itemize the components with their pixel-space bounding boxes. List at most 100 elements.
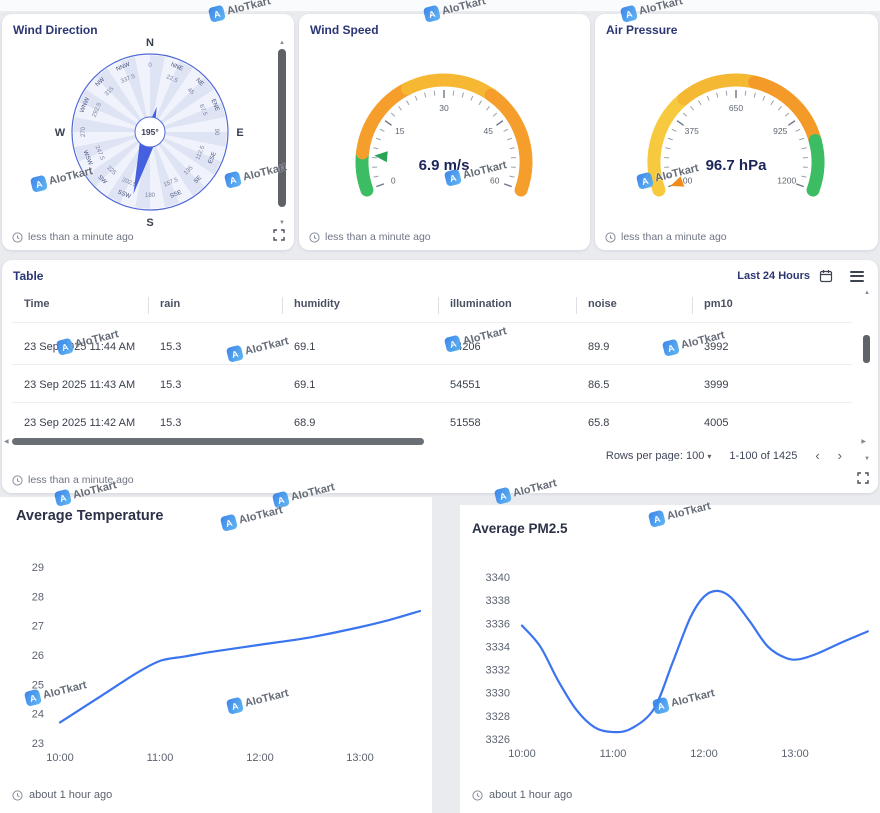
- compass-sector: [150, 132, 215, 187]
- scrollbar-thumb[interactable]: [12, 438, 424, 445]
- compass-degree-label: 202.5: [121, 177, 138, 189]
- clock-icon: [12, 474, 23, 486]
- scroll-up-icon[interactable]: ▲: [279, 40, 285, 46]
- temperature-chart-title: Average Temperature: [16, 508, 164, 524]
- rows-per-page-select[interactable]: 100 ▾: [686, 450, 711, 461]
- compass-sector: [150, 132, 205, 197]
- gauge-tick-mark: [795, 183, 804, 188]
- gauge-arc: [806, 134, 825, 197]
- column-header-rain[interactable]: rain: [160, 298, 181, 310]
- table-controls: Last 24 Hours: [737, 269, 864, 283]
- x-axis-label: 12:00: [246, 752, 274, 764]
- gauge-tick-mark: [509, 147, 515, 150]
- y-axis-label: 3336: [486, 618, 510, 630]
- menu-icon[interactable]: [850, 270, 864, 282]
- gauge-tick-mark: [433, 90, 436, 96]
- caret-down-icon: ▾: [707, 452, 712, 461]
- y-axis-label: 3340: [486, 572, 510, 584]
- scroll-up-icon[interactable]: ▲: [864, 290, 870, 296]
- compass-direction-label: SE: [193, 175, 203, 185]
- column-header-illumination[interactable]: illumination: [450, 298, 512, 310]
- compass-sector: [107, 60, 150, 132]
- gauge-tick-mark: [676, 120, 684, 126]
- gauge-value-label: 6.9 m/s: [419, 157, 470, 174]
- air-pressure-card: Air Pressure 100 375 650 925 1200 96.7 hPa le…: [595, 14, 878, 250]
- table-horizontal-scrollbar[interactable]: ◀ ▶: [4, 436, 866, 448]
- gauge-tick-mark: [486, 105, 490, 111]
- last-updated-text: less than a minute ago: [621, 231, 727, 243]
- compass-degree-label: 337.5: [120, 73, 137, 85]
- table-cell: 69.1: [294, 379, 316, 391]
- scroll-down-icon[interactable]: ▼: [864, 456, 870, 462]
- table-cell: 23 Sep 2025 11:42 AM: [24, 417, 136, 429]
- table-cell: 3999: [704, 379, 729, 391]
- average-temperature-card: Average Temperature 29 28 27 26 25 24 23 10:00 1…: [0, 497, 432, 813]
- y-axis-label: 26: [32, 650, 44, 662]
- scroll-right-icon[interactable]: ▶: [861, 439, 866, 445]
- gauge-tick-mark: [375, 137, 381, 141]
- last-updated-text: less than a minute ago: [28, 231, 134, 243]
- column-divider: [438, 297, 439, 314]
- compass-degree-label: 90: [213, 129, 219, 136]
- column-divider: [282, 297, 283, 314]
- chart-line: [58, 609, 422, 724]
- compass-degree-label: 22.5: [165, 74, 179, 84]
- compass-degree-label: 247.5: [94, 145, 106, 162]
- gauge-tick-mark: [424, 92, 427, 98]
- y-axis-label: 25: [32, 679, 44, 691]
- compass-degree-label: 135: [183, 165, 195, 177]
- gauge-value-label: 96.7 hPa: [706, 157, 768, 174]
- compass-sector: [150, 67, 205, 132]
- table-row[interactable]: 23 Sep 2025 11:42 AM 15.3 68.9 51558 65.8 400…: [2, 408, 878, 438]
- table-title: Table: [13, 269, 44, 283]
- gauge-arc: [356, 81, 416, 160]
- fullscreen-icon[interactable]: [273, 229, 285, 241]
- scroll-down-icon[interactable]: ▼: [279, 220, 285, 226]
- compass-degree-label: 315: [104, 86, 116, 98]
- compass-sector: [74, 102, 150, 132]
- compass-direction-label: WSW: [81, 150, 93, 167]
- compass-direction-label: NW: [95, 77, 107, 89]
- compass-sector: [150, 132, 222, 175]
- table-row[interactable]: 23 Sep 2025 11:44 AM 15.3 69.1 54206 89.9 399…: [2, 332, 878, 362]
- last-updated: about 1 hour ago: [472, 789, 572, 801]
- gauge-tick-label: 650: [729, 103, 743, 113]
- table-vertical-scrollbar[interactable]: ▲ ▼: [862, 290, 872, 462]
- calendar-icon[interactable]: [819, 269, 833, 283]
- scroll-left-icon[interactable]: ◀: [4, 439, 9, 445]
- pm25-chart-title: Average PM2.5: [472, 521, 568, 536]
- fullscreen-icon[interactable]: [857, 472, 869, 484]
- column-header-noise[interactable]: noise: [588, 298, 617, 310]
- gauge-tick-label: 1200: [777, 175, 796, 185]
- wind-direction-scrollbar[interactable]: ▲ ▼: [277, 40, 287, 226]
- header-divider: [12, 322, 852, 323]
- y-axis-label: 3332: [486, 665, 510, 677]
- last-updated: less than a minute ago: [12, 474, 134, 486]
- pagination-prev-button[interactable]: ‹: [815, 449, 820, 461]
- compass-cardinal-label: S: [146, 217, 153, 229]
- clock-icon: [12, 231, 23, 243]
- table-cell: 54206: [450, 341, 481, 353]
- gauge-tick-mark: [496, 120, 504, 126]
- y-axis-label: 27: [32, 621, 44, 633]
- column-header-time[interactable]: Time: [24, 298, 50, 310]
- compass-value: 195°: [141, 127, 159, 137]
- compass-degree-label: 67.5: [198, 104, 208, 118]
- column-header-pm10[interactable]: pm10: [704, 298, 733, 310]
- gauge-tick-mark: [398, 105, 402, 111]
- gauge-tick-mark: [384, 120, 392, 126]
- date-range-label[interactable]: Last 24 Hours: [737, 270, 810, 282]
- table-cell: 54551: [450, 379, 481, 391]
- scrollbar-thumb[interactable]: [278, 49, 286, 207]
- column-header-humidity[interactable]: humidity: [294, 298, 340, 310]
- pagination-next-button[interactable]: ›: [837, 449, 842, 461]
- gauge-tick-label: 925: [773, 126, 787, 136]
- row-divider: [12, 402, 852, 403]
- table-row[interactable]: 23 Sep 2025 11:43 AM 15.3 69.1 54551 86.5 399…: [2, 370, 878, 400]
- scrollbar-thumb[interactable]: [863, 335, 870, 363]
- chart-line: [520, 589, 869, 734]
- compass-degree-label: 180: [145, 193, 156, 199]
- x-axis-label: 13:00: [781, 748, 809, 760]
- gauge-tick-mark: [665, 147, 671, 150]
